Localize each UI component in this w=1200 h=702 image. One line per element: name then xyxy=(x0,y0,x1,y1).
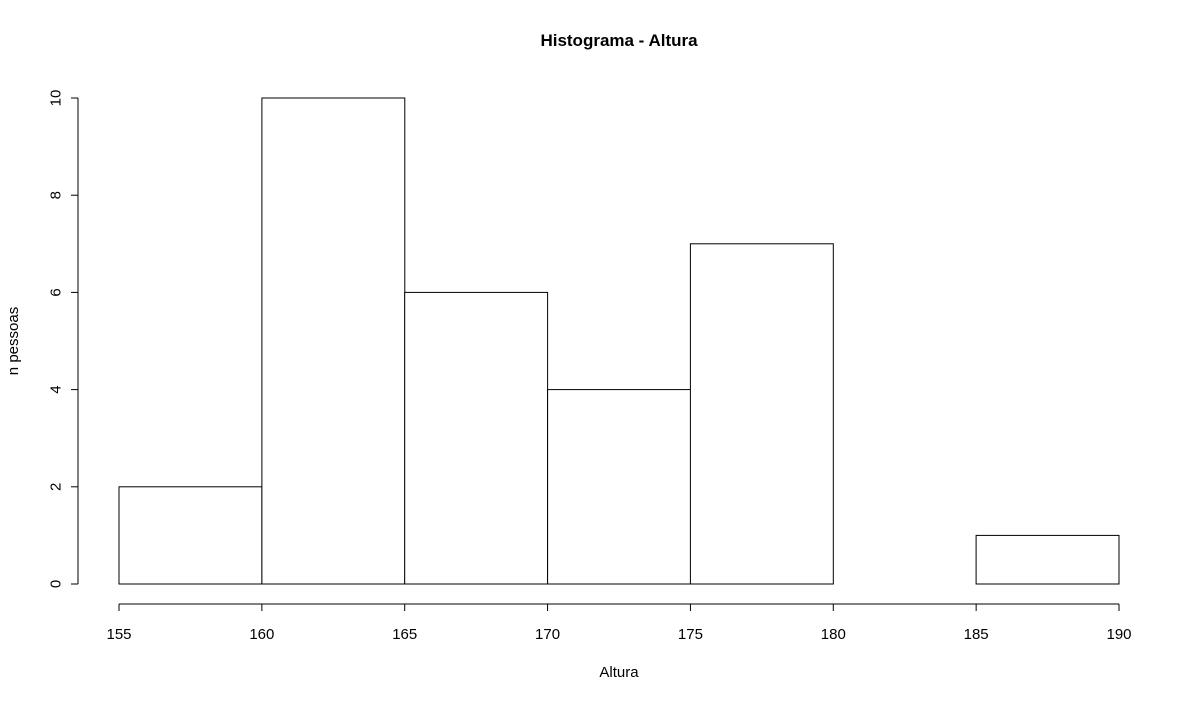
histogram-bars xyxy=(118,97,1120,585)
histogram-bar-2 xyxy=(404,291,549,585)
x-tick-label: 180 xyxy=(821,626,846,643)
y-tick-label: 10 xyxy=(47,90,64,107)
x-axis-label: Altura xyxy=(599,664,639,681)
x-tick-label: 185 xyxy=(964,626,989,643)
y-axis-label: n pessoas xyxy=(5,307,22,375)
y-tick-label: 8 xyxy=(47,191,64,199)
x-tick-label: 170 xyxy=(535,626,560,643)
x-tick-label: 155 xyxy=(106,626,131,643)
x-axis: 155 160 165 170 175 180 185 190 xyxy=(106,603,1132,643)
histogram-bar-4 xyxy=(689,243,834,585)
histogram-bar-0 xyxy=(118,486,263,585)
y-tick-label: 6 xyxy=(47,288,64,296)
histogram-bar-1 xyxy=(261,97,406,585)
y-tick-label: 4 xyxy=(47,385,64,393)
x-tick-label: 175 xyxy=(678,626,703,643)
histogram-bar-6 xyxy=(975,534,1120,585)
y-tick-label: 0 xyxy=(47,580,64,588)
y-axis: 0 2 4 6 8 10 xyxy=(47,90,79,588)
x-tick-label: 165 xyxy=(392,626,417,643)
y-tick-label: 2 xyxy=(47,483,64,491)
histogram-bar-3 xyxy=(547,389,691,585)
chart-title: Histograma - Altura xyxy=(540,31,698,50)
x-tick-label: 160 xyxy=(249,626,274,643)
x-tick-label: 190 xyxy=(1106,626,1131,643)
